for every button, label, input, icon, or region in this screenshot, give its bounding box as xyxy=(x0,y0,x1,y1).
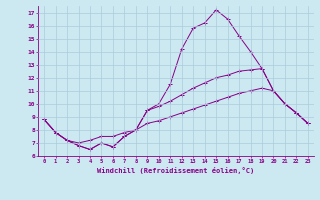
X-axis label: Windchill (Refroidissement éolien,°C): Windchill (Refroidissement éolien,°C) xyxy=(97,167,255,174)
